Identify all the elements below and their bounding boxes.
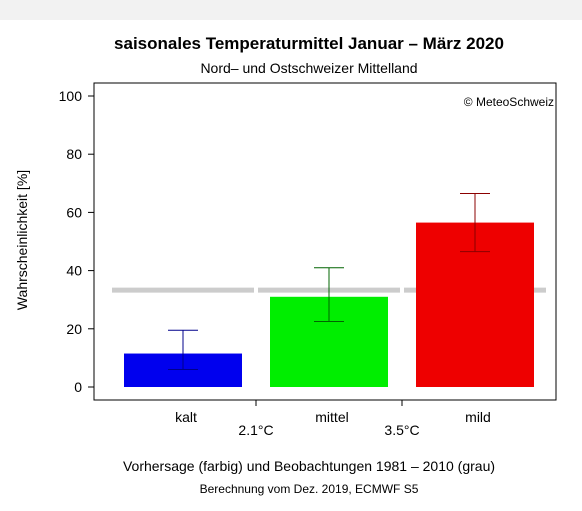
category-label: mild	[465, 409, 491, 425]
plot-area: 0 20 40 60 80 100 kalt mittel mild 2.1°C 3.5°C	[59, 82, 557, 438]
chart-subtitle: Nord– und Ostschweizer Mittelland	[200, 60, 418, 76]
plot-frame	[93, 82, 557, 401]
footer-source: Berechnung vom Dez. 2019, ECMWF S5	[199, 482, 419, 496]
chart-title: saisonales Temperaturmittel Januar – Mär…	[114, 34, 504, 53]
y-tick-label: 20	[66, 321, 82, 337]
top-bar	[0, 0, 582, 20]
footer-caption: Vorhersage (farbig) und Beobachtungen 19…	[122, 458, 496, 474]
y-tick-label: 80	[66, 146, 82, 162]
copyright-label: © MeteoSchweiz	[464, 95, 554, 109]
threshold-label: 2.1°C	[238, 422, 273, 438]
y-tick-label: 100	[59, 88, 83, 104]
y-tick-label: 40	[66, 263, 82, 279]
y-tick-label: 0	[74, 379, 82, 395]
y-tick-label: 60	[66, 204, 82, 220]
y-axis-label: Wahrscheinlichkeit [%]	[14, 170, 30, 310]
category-label: kalt	[175, 409, 197, 425]
threshold-label: 3.5°C	[384, 422, 419, 438]
category-label: mittel	[315, 409, 348, 425]
